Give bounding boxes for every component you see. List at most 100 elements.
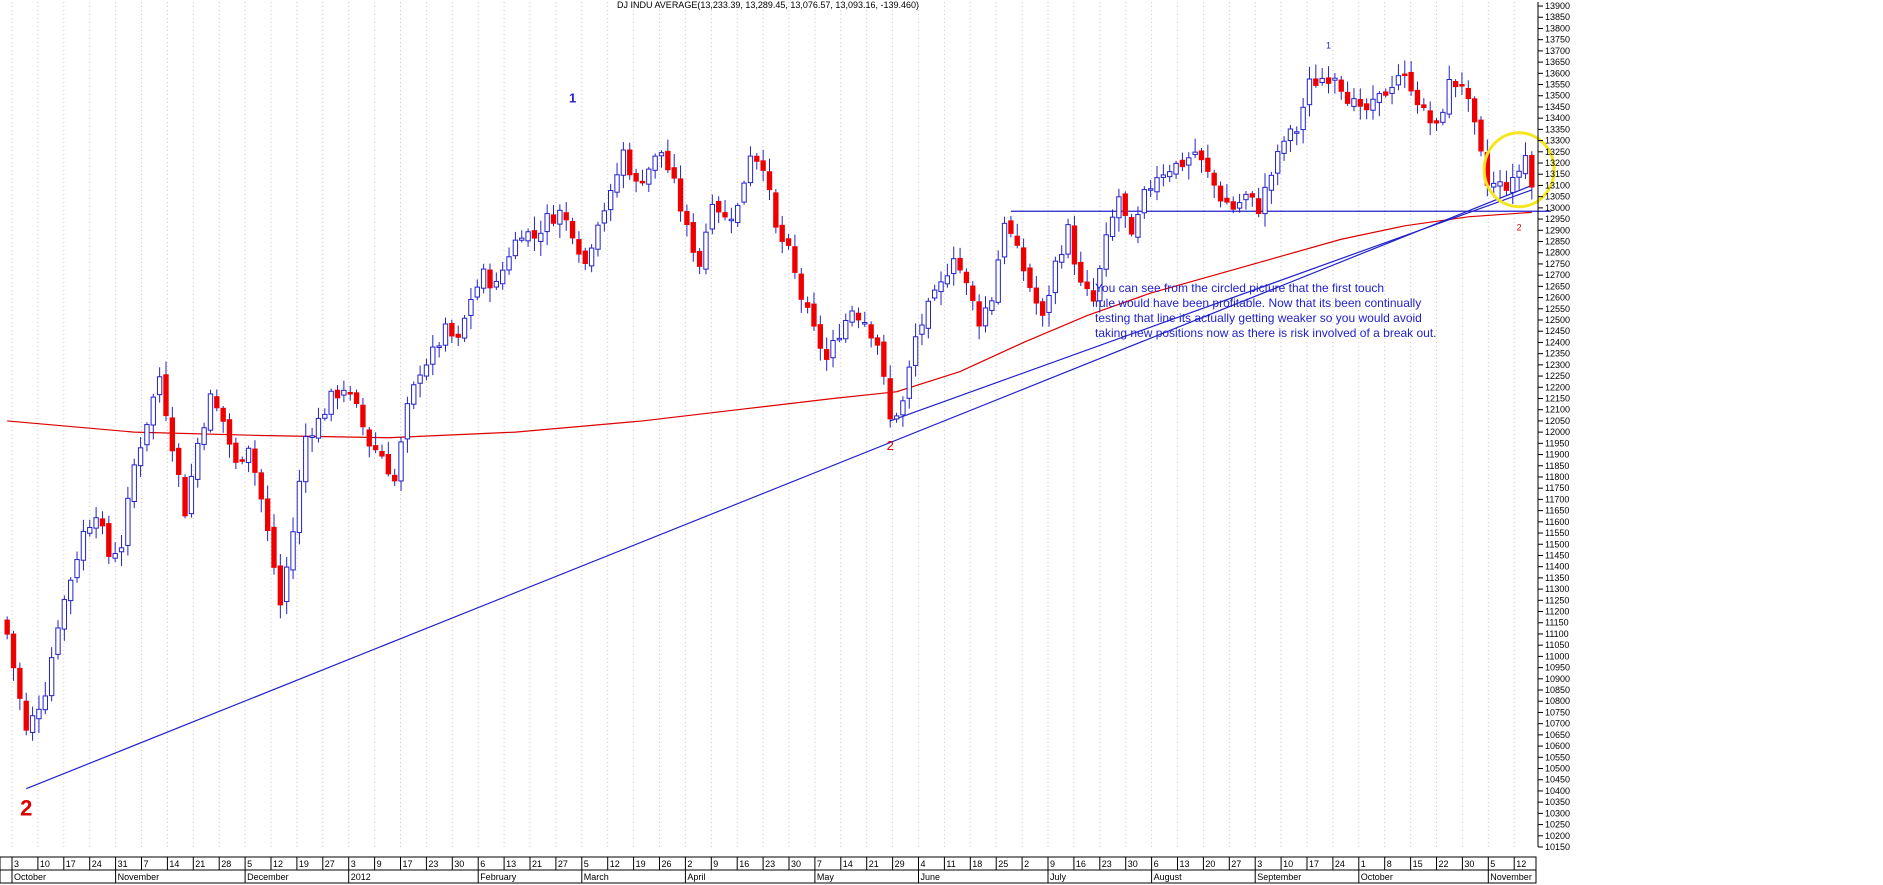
x-day-label: 27 — [325, 859, 335, 869]
x-day-label: 9 — [377, 859, 382, 869]
candle-down — [392, 474, 398, 482]
x-day-label: 17 — [403, 859, 413, 869]
x-day-label: 14 — [843, 859, 853, 869]
candle-up — [614, 174, 620, 193]
x-month-label: November — [118, 872, 160, 882]
y-tick-label: 10500 — [1545, 764, 1570, 774]
candle-up — [1052, 260, 1059, 294]
candle-down — [1255, 198, 1262, 215]
trendlines — [26, 184, 1551, 790]
x-day-label: 9 — [713, 859, 718, 869]
y-tick-label: 13300 — [1545, 136, 1570, 146]
candle-up — [938, 281, 944, 293]
candle-up — [1275, 151, 1281, 174]
wave-label: 2 — [887, 438, 894, 453]
candle-up — [1294, 131, 1300, 134]
candle-up — [931, 289, 938, 299]
candle-down — [1039, 301, 1046, 316]
x-day-label: 2 — [1024, 859, 1029, 869]
y-tick-label: 13550 — [1545, 80, 1570, 90]
y-tick-label: 11150 — [1545, 618, 1569, 628]
candle-down — [1078, 261, 1084, 283]
candle-up — [1300, 106, 1306, 131]
candle-up — [919, 324, 925, 335]
x-day-label: 15 — [1413, 859, 1423, 869]
candle-down — [754, 155, 760, 162]
candle-up — [290, 531, 296, 571]
y-tick-label: 10700 — [1545, 719, 1570, 729]
candle-up — [1262, 186, 1268, 215]
candle-down — [976, 301, 982, 327]
x-day-label: 12 — [610, 859, 620, 869]
candle-up — [468, 298, 474, 316]
x-month-label: December — [247, 872, 289, 882]
candle-up — [315, 417, 322, 439]
candle-up — [836, 337, 843, 341]
x-day-label: 24 — [92, 859, 102, 869]
candle-up — [417, 374, 423, 384]
candle-down — [855, 312, 862, 321]
y-tick-label: 12800 — [1545, 248, 1570, 258]
candle-up — [620, 149, 627, 176]
y-tick-label: 12100 — [1545, 405, 1570, 415]
y-tick-label: 12000 — [1545, 427, 1570, 437]
y-tick-label: 10600 — [1545, 741, 1570, 751]
candle-down — [1338, 79, 1344, 92]
candle-up — [284, 566, 290, 603]
y-tick-label: 11200 — [1545, 607, 1569, 617]
y-tick-label: 10250 — [1545, 820, 1570, 830]
candle-up — [131, 464, 137, 503]
candle-up — [1097, 268, 1103, 302]
moving-average-line — [7, 211, 1532, 439]
candle-up — [538, 232, 544, 242]
y-tick-label: 13100 — [1545, 180, 1570, 190]
candle-down — [1211, 172, 1217, 186]
candle-up — [404, 403, 411, 440]
y-tick-label: 10900 — [1545, 674, 1570, 684]
candle-down — [1128, 217, 1135, 235]
candle-down — [334, 389, 341, 399]
candle-down — [277, 565, 284, 606]
y-tick-label: 13350 — [1545, 124, 1570, 134]
candle-down — [169, 417, 176, 452]
candle-up — [741, 182, 747, 203]
candle-down — [671, 167, 677, 179]
candle-up — [982, 307, 989, 327]
candle-down — [1217, 185, 1224, 202]
candle-up — [862, 322, 868, 325]
candle-up — [1389, 86, 1395, 94]
candle-down — [1408, 71, 1414, 92]
x-day-label: 19 — [299, 859, 309, 869]
candle-up — [144, 424, 150, 446]
candle-up — [42, 695, 48, 711]
y-tick-label: 12600 — [1545, 293, 1570, 303]
candle-down — [970, 285, 976, 302]
candle-up — [1192, 151, 1198, 156]
x-month-label: October — [14, 872, 46, 882]
y-tick-label: 13250 — [1545, 147, 1570, 157]
x-day-label: 7 — [817, 859, 822, 869]
wave-label: 1 — [569, 90, 576, 105]
candle-down — [360, 404, 366, 428]
candle-up — [1268, 174, 1275, 191]
candle-down — [569, 221, 576, 239]
x-day-label: 26 — [662, 859, 672, 869]
candle-up — [245, 447, 252, 464]
wave-labels: 1 2 2 1 2 — [20, 41, 1522, 821]
candle-up — [1243, 193, 1249, 201]
candle-down — [817, 324, 823, 349]
x-day-label: 8 — [1387, 859, 1392, 869]
x-day-label: 23 — [428, 859, 438, 869]
candle-down — [17, 667, 23, 699]
candle-up — [595, 224, 601, 250]
candle-down — [563, 212, 569, 221]
candle-down — [1478, 119, 1484, 152]
x-day-label: 2 — [687, 859, 692, 869]
candle-up — [1173, 162, 1179, 175]
candle-up — [188, 475, 195, 515]
x-day-label: 4 — [921, 859, 926, 869]
candle-down — [106, 523, 112, 557]
candle-up — [1319, 77, 1325, 84]
candle-up — [80, 530, 87, 561]
candle-down — [347, 391, 353, 395]
